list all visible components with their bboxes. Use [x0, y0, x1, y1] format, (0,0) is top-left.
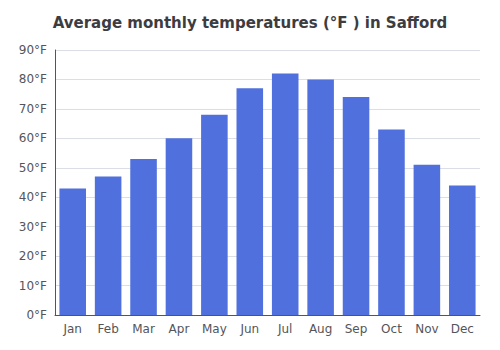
svg-text:Average monthly temperatures (: Average monthly temperatures (°F ) in Sa… — [53, 14, 448, 32]
svg-text:Jul: Jul — [277, 322, 292, 336]
svg-text:Sep: Sep — [345, 322, 368, 336]
svg-text:50°F: 50°F — [19, 161, 47, 175]
svg-text:Apr: Apr — [169, 322, 190, 336]
svg-text:60°F: 60°F — [19, 131, 47, 145]
svg-text:Jun: Jun — [239, 322, 259, 336]
svg-text:Oct: Oct — [381, 322, 402, 336]
svg-text:40°F: 40°F — [19, 190, 47, 204]
svg-text:Nov: Nov — [415, 322, 438, 336]
svg-text:0°F: 0°F — [26, 308, 47, 322]
svg-text:Dec: Dec — [451, 322, 474, 336]
svg-text:70°F: 70°F — [19, 102, 47, 116]
svg-text:May: May — [202, 322, 227, 336]
svg-text:Feb: Feb — [98, 322, 119, 336]
svg-text:Mar: Mar — [132, 322, 155, 336]
svg-text:80°F: 80°F — [19, 72, 47, 86]
svg-text:Aug: Aug — [309, 322, 332, 336]
svg-text:30°F: 30°F — [19, 220, 47, 234]
svg-text:10°F: 10°F — [19, 279, 47, 293]
svg-text:Jan: Jan — [62, 322, 82, 336]
svg-text:90°F: 90°F — [19, 43, 47, 57]
svg-text:20°F: 20°F — [19, 249, 47, 263]
